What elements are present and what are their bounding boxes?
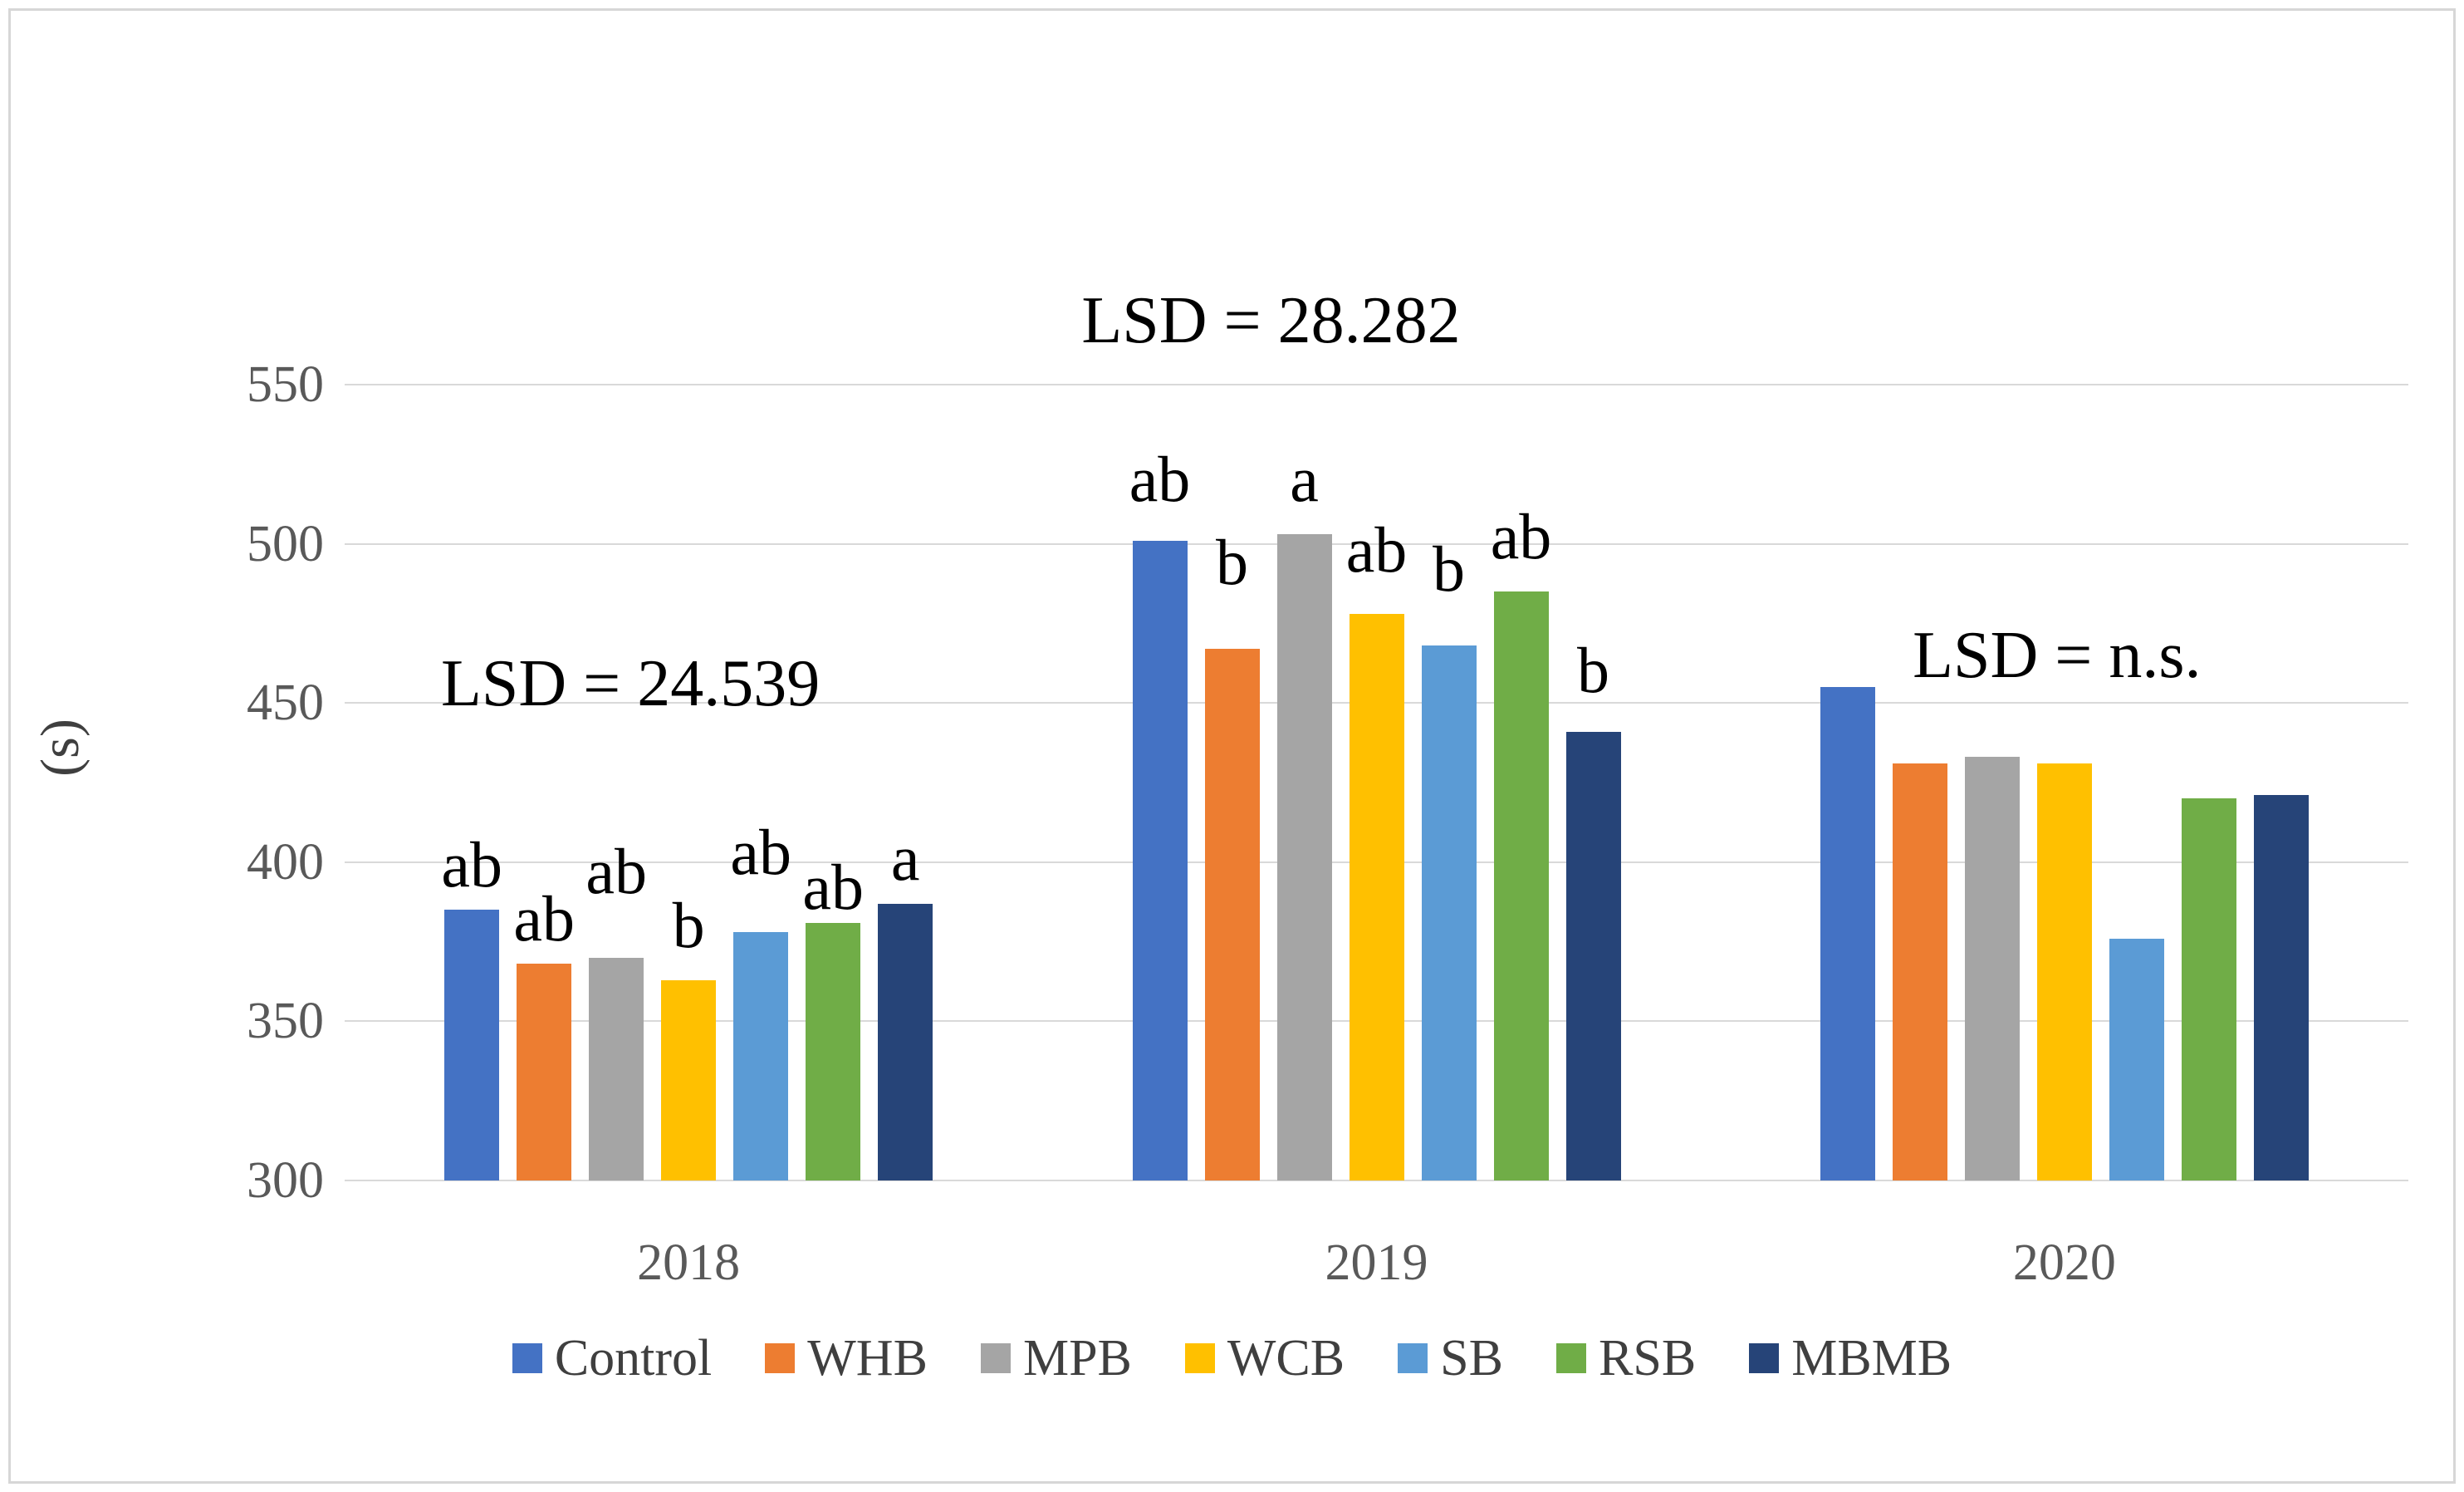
- legend-item-rsb: RSB: [1555, 1329, 1697, 1387]
- sig-letter-whb-2019: b: [1216, 525, 1248, 598]
- legend-swatch-mbmb: [1749, 1343, 1780, 1373]
- y-tick-400: 400: [247, 833, 324, 891]
- gridline-550: [345, 384, 2408, 385]
- sig-letter-sb-2019: b: [1433, 532, 1465, 605]
- gridline-300: [345, 1180, 2408, 1181]
- bar-sb-2020: [2109, 938, 2164, 1180]
- legend-label-mpb: MPB: [1022, 1330, 1132, 1386]
- legend-swatch-control: [512, 1343, 542, 1373]
- y-tick-300: 300: [247, 1152, 324, 1209]
- sig-letter-sb-2018: ab: [730, 815, 791, 888]
- sig-letter-control-2019: ab: [1129, 443, 1191, 516]
- y-tick-450: 450: [247, 675, 324, 732]
- bar-wcb-2018: [661, 979, 717, 1180]
- legend-item-sb: SB: [1398, 1329, 1503, 1387]
- legend-label-rsb: RSB: [1598, 1330, 1697, 1386]
- bar-rsb-2019: [1493, 591, 1549, 1180]
- bar-rsb-2020: [2181, 798, 2236, 1180]
- legend-label-mbmb: MBMB: [1791, 1330, 1952, 1386]
- legend-swatch-mpb: [980, 1343, 1011, 1373]
- bar-wcb-2020: [2036, 763, 2092, 1180]
- bar-mpb-2020: [1964, 757, 2020, 1180]
- bar-mpb-2019: [1276, 534, 1332, 1180]
- sig-letter-wcb-2018: b: [672, 888, 705, 961]
- legend: Control WHB MPB WCB SB RSB MBMB: [0, 1329, 2464, 1387]
- legend-label-control: Control: [554, 1330, 713, 1386]
- legend-swatch-wcb: [1184, 1343, 1215, 1373]
- legend-swatch-whb: [765, 1343, 796, 1373]
- legend-item-whb: WHB: [765, 1329, 928, 1387]
- y-tick-350: 350: [247, 993, 324, 1050]
- lsd-annotation-2019: LSD = 28.282: [1081, 284, 1461, 358]
- bar-control-2020: [1820, 687, 1875, 1180]
- legend-item-mpb: MPB: [980, 1329, 1132, 1387]
- legend-swatch-rsb: [1555, 1343, 1586, 1373]
- y-tick-500: 500: [247, 515, 324, 572]
- bar-control-2018: [444, 910, 500, 1180]
- sig-letter-rsb-2018: ab: [802, 850, 864, 923]
- lsd-annotation-2018: LSD = 24.539: [441, 647, 821, 721]
- bar-mbmb-2018: [878, 903, 933, 1180]
- y-tick-550: 550: [247, 356, 324, 413]
- sig-letter-mbmb-2019: b: [1577, 634, 1609, 707]
- bar-sb-2018: [733, 932, 789, 1180]
- sig-letter-wcb-2019: ab: [1345, 513, 1408, 586]
- bar-rsb-2018: [806, 922, 861, 1180]
- legend-item-control: Control: [512, 1329, 712, 1387]
- legend-swatch-sb: [1398, 1343, 1428, 1373]
- legend-item-mbmb: MBMB: [1749, 1329, 1952, 1387]
- x-category-2019: 2019: [1325, 1234, 1428, 1291]
- legend-item-wcb: WCB: [1184, 1329, 1345, 1387]
- x-category-2018: 2018: [637, 1234, 741, 1291]
- bar-sb-2019: [1421, 645, 1477, 1180]
- gridline-500: [345, 542, 2408, 545]
- legend-label-wcb: WCB: [1227, 1330, 1345, 1386]
- x-category-2020: 2020: [2012, 1234, 2116, 1291]
- bar-whb-2020: [1892, 763, 1947, 1180]
- sig-letter-control-2018: ab: [441, 827, 502, 901]
- sig-letter-whb-2018: ab: [513, 882, 575, 955]
- sig-letter-mpb-2019: a: [1290, 443, 1319, 516]
- bar-whb-2019: [1204, 649, 1260, 1180]
- bar-mbmb-2019: [1565, 731, 1621, 1180]
- lsd-annotation-2020: LSD = n.s.: [1913, 618, 2202, 692]
- bar-whb-2018: [517, 964, 572, 1180]
- sig-letter-mbmb-2018: a: [890, 822, 920, 895]
- sig-letter-mpb-2018: ab: [585, 834, 647, 907]
- legend-label-whb: WHB: [807, 1330, 928, 1386]
- bar-wcb-2019: [1349, 613, 1404, 1180]
- legend-label-sb: SB: [1440, 1330, 1503, 1386]
- sig-letter-rsb-2019: ab: [1490, 500, 1552, 573]
- bar-mpb-2018: [589, 957, 644, 1180]
- bar-control-2019: [1132, 540, 1188, 1180]
- y-axis-title: (s): [30, 719, 91, 777]
- bar-mbmb-2020: [2253, 795, 2309, 1180]
